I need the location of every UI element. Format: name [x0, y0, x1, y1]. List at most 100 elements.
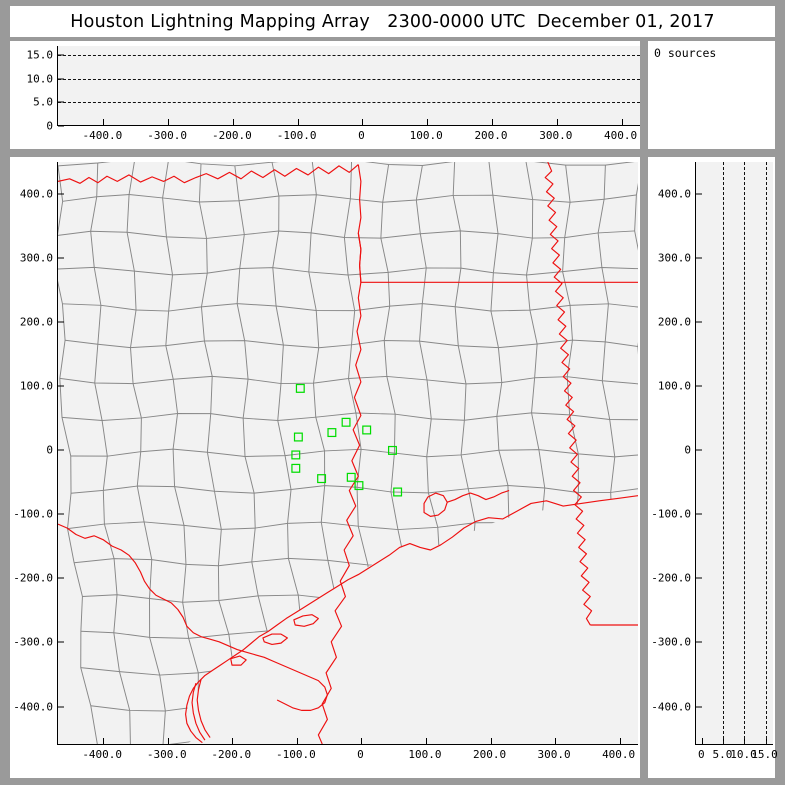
lma-station-marker[interactable] — [341, 417, 351, 427]
county-border-line — [562, 165, 606, 743]
page-title: Houston Lightning Mapping Array 2300-000… — [70, 11, 715, 32]
y-tick-mark — [58, 513, 64, 515]
x-tick-mark — [555, 738, 557, 744]
grid-line-vertical — [723, 162, 725, 744]
y-tick-mark — [696, 321, 702, 323]
y-tick-mark — [696, 257, 702, 259]
lma-station-marker[interactable] — [393, 487, 403, 497]
state-border-line — [357, 164, 638, 283]
y-tick-label: 300.0 — [657, 251, 691, 265]
county-border-line — [597, 165, 638, 744]
state-border-line — [185, 495, 638, 744]
lma-station-marker[interactable] — [346, 472, 356, 482]
x-tick-mark — [425, 738, 427, 744]
x-tick-label: -200.0 — [212, 129, 252, 142]
x-tick-label: 0 — [357, 748, 364, 761]
x-tick-mark — [103, 738, 105, 744]
lma-station-marker[interactable] — [362, 425, 372, 435]
x-tick-label: 400.0 — [602, 748, 636, 761]
time-altitude-plot-area[interactable] — [57, 46, 640, 127]
sources-count-label: 0 sources — [654, 46, 717, 60]
county-border-line — [70, 485, 638, 494]
grid-line-vertical — [744, 162, 746, 744]
county-border-line — [525, 162, 570, 741]
lma-station-marker[interactable] — [327, 428, 337, 438]
y-tick-mark — [696, 577, 702, 579]
x-tick-mark — [556, 119, 558, 125]
plan-view-plot-area[interactable] — [57, 162, 638, 745]
y-tick-mark — [696, 449, 702, 451]
state-border-line — [317, 233, 362, 744]
county-border-line — [80, 667, 638, 676]
county-border-line — [74, 557, 638, 567]
state-border-line — [191, 683, 206, 741]
county-border-line — [62, 194, 637, 203]
y-tick-mark — [58, 257, 64, 259]
state-border-line — [196, 679, 211, 738]
x-tick-mark — [297, 119, 299, 125]
lma-station-marker[interactable] — [354, 481, 364, 491]
state-border-line — [447, 489, 510, 503]
east-west-plot-area[interactable] — [695, 162, 773, 745]
x-tick-label: 0 — [358, 129, 365, 142]
x-tick-label: -300.0 — [146, 748, 187, 761]
y-tick-mark — [696, 641, 702, 643]
y-tick-label: -400.0 — [651, 700, 691, 714]
lma-station-markers[interactable] — [291, 383, 403, 497]
lma-station-marker[interactable] — [317, 474, 327, 484]
county-border-line — [59, 375, 638, 385]
y-tick-label: -400.0 — [13, 700, 53, 714]
state-border-line — [293, 614, 319, 627]
lma-station-marker[interactable] — [387, 445, 397, 455]
y-tick-label: 0 — [46, 443, 53, 457]
x-tick-mark — [490, 738, 492, 744]
y-tick-mark — [58, 706, 64, 708]
county-border-line — [58, 165, 98, 744]
county-border-line — [65, 339, 638, 349]
county-border-lines — [58, 162, 638, 744]
grid-line-horizontal — [58, 102, 640, 104]
x-tick-label: -200.0 — [211, 748, 252, 761]
grid-line-horizontal — [58, 55, 640, 57]
y-tick-mark — [58, 577, 64, 579]
x-tick-label: 15.0 — [751, 748, 778, 761]
x-tick-mark — [619, 738, 621, 744]
county-border-line — [70, 448, 638, 458]
state-border-line — [58, 523, 328, 711]
county-border-line — [58, 266, 638, 276]
x-tick-mark — [427, 119, 429, 125]
county-border-line — [634, 162, 638, 744]
x-tick-label: 400.0 — [604, 129, 638, 142]
y-tick-label: 400.0 — [657, 187, 691, 201]
lma-station-marker[interactable] — [291, 463, 301, 473]
x-tick-label: 100.0 — [408, 748, 442, 761]
y-tick-mark — [696, 385, 702, 387]
y-tick-label: 5.0 — [33, 95, 53, 109]
y-tick-mark — [696, 513, 702, 515]
state-border-line — [262, 633, 289, 645]
x-tick-mark — [621, 119, 623, 125]
x-tick-mark — [702, 738, 704, 744]
y-tick-label: 15.0 — [26, 48, 54, 62]
county-border-line — [452, 162, 491, 744]
y-tick-label: 400.0 — [19, 187, 53, 201]
y-tick-label: -200.0 — [651, 571, 691, 585]
lma-station-marker[interactable] — [291, 450, 301, 460]
y-tick-label: 200.0 — [19, 315, 53, 329]
y-tick-mark — [696, 706, 702, 708]
state-border-line — [544, 162, 593, 626]
y-tick-label: 0 — [46, 119, 53, 133]
county-border-line — [488, 162, 531, 744]
lma-station-marker[interactable] — [293, 432, 303, 442]
y-tick-mark — [58, 641, 64, 643]
y-tick-label: -200.0 — [13, 571, 53, 585]
y-tick-label: -100.0 — [651, 507, 691, 521]
x-tick-mark — [167, 738, 169, 744]
state-border-line — [58, 164, 359, 184]
x-tick-label: 200.0 — [474, 129, 508, 142]
lma-station-marker[interactable] — [295, 383, 305, 393]
x-tick-label: 300.0 — [539, 129, 573, 142]
y-tick-label: -100.0 — [13, 507, 53, 521]
y-tick-label: 0 — [684, 443, 691, 457]
